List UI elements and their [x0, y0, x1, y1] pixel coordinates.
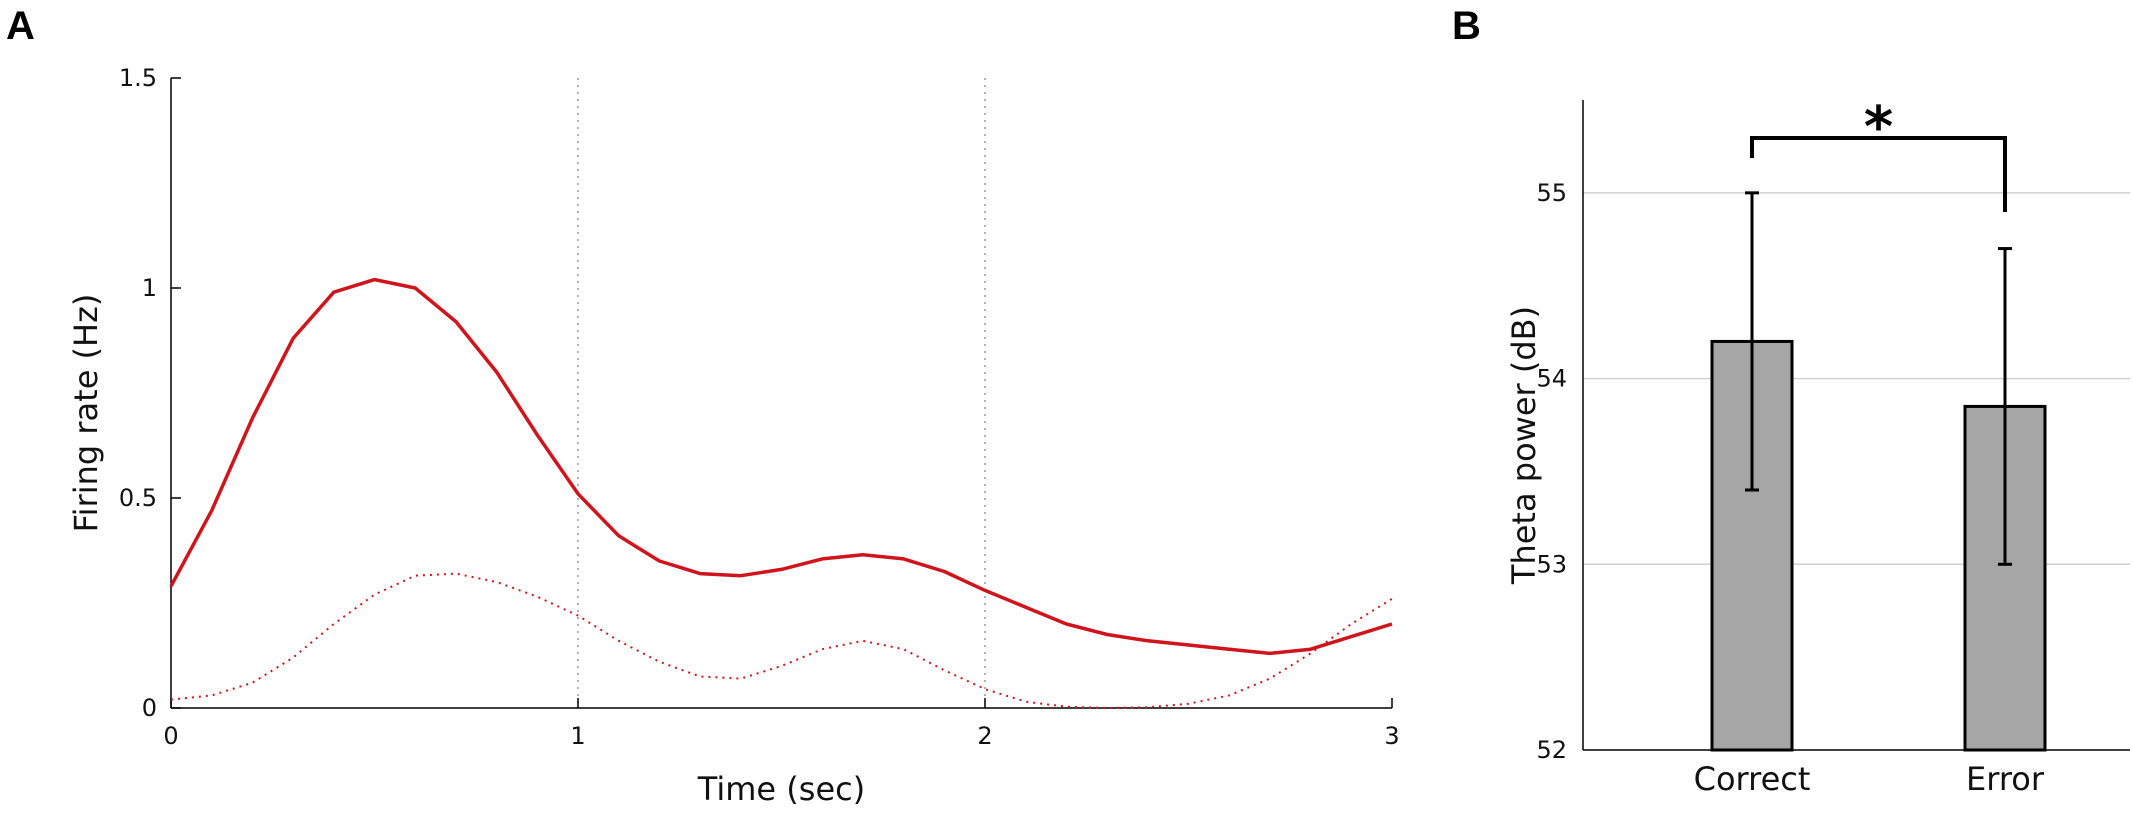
panel-label-b: B [1452, 4, 1481, 48]
y-axis-title: Theta power (dB) [1505, 306, 1543, 585]
x-axis-title: Time (sec) [697, 770, 865, 808]
y-tick-label: 53 [1536, 550, 1567, 578]
firing-rate-chart: 0 0.5 1 1.5 0 1 2 3 Time (sec) Firing rate (Hz) [67, 64, 1400, 808]
theta-power-chart: Correct Error 52 53 54 55 Theta power (dB) * [1505, 95, 2130, 798]
x-tick-label: 3 [1384, 722, 1399, 750]
series-line-dotted [170, 572, 1393, 709]
y-tick-label: 1.5 [119, 64, 157, 92]
category-label: Error [1966, 760, 2045, 798]
y-axis-title: Firing rate (Hz) [67, 294, 105, 533]
x-tick-label: 0 [163, 722, 178, 750]
y-tick-label: 0 [142, 694, 157, 722]
y-tick-label: 1 [142, 274, 157, 302]
panel-label-a: A [6, 4, 35, 48]
significance-star: * [1864, 95, 1893, 160]
y-tick-label: 52 [1536, 736, 1567, 764]
series-line-solid [169, 277, 1393, 656]
significance-bracket [1750, 136, 2007, 212]
y-tick-label: 55 [1536, 179, 1567, 207]
category-label: Correct [1694, 760, 1811, 798]
x-tick-label: 2 [977, 722, 992, 750]
y-tick-label: 0.5 [119, 484, 157, 512]
y-tick-label: 54 [1536, 365, 1567, 393]
x-tick-label: 1 [570, 722, 585, 750]
